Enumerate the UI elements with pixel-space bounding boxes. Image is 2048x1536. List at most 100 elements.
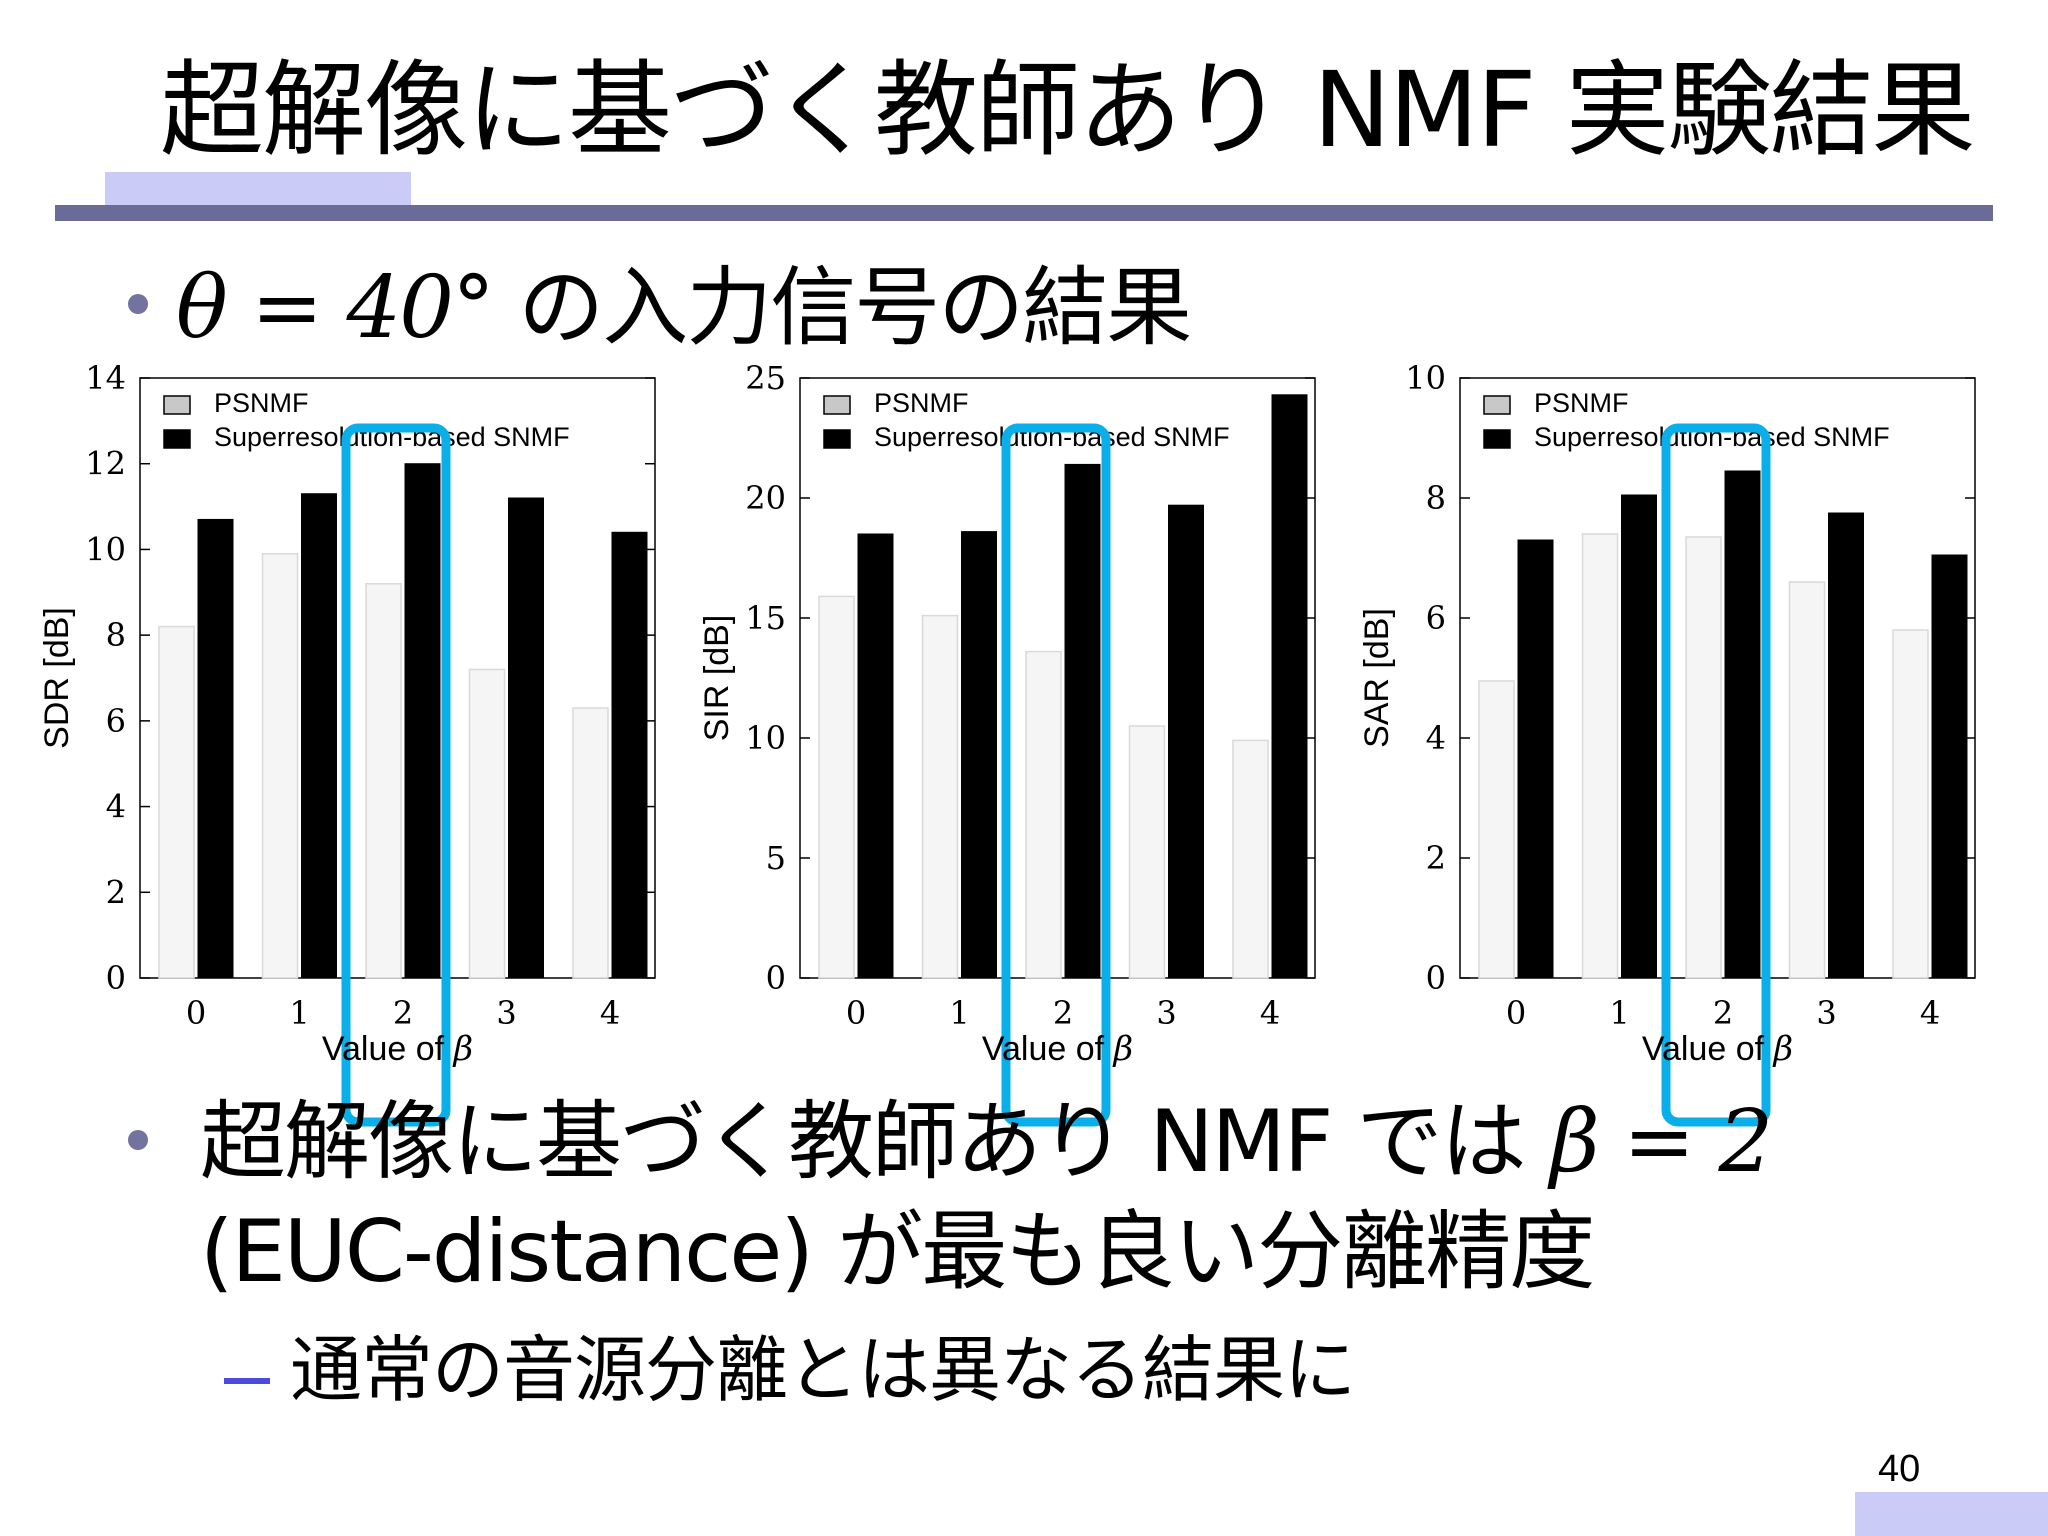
bar-psnmf (261, 552, 299, 979)
x-axis-label-text: Value of (322, 1030, 454, 1068)
legend-label-psnmf: PSNMF (1534, 388, 1629, 418)
x-axis-label-symbol: β (1112, 1029, 1134, 1069)
bar-snmf (1724, 470, 1761, 979)
x-axis-label: Value of β (1642, 1029, 1793, 1069)
bar-snmf (197, 518, 234, 979)
y-axis-label: SAR [dB] (1358, 608, 1396, 748)
bullet-1-math: θ = 40° (176, 258, 495, 358)
legend-label-psnmf: PSNMF (874, 388, 969, 418)
sub-bullet-dash (224, 1378, 270, 1384)
x-tick-label: 3 (1156, 994, 1176, 1032)
x-tick-label: 4 (1260, 994, 1280, 1032)
y-tick-label: 4 (106, 788, 126, 826)
highlight-box (341, 423, 451, 1127)
bar-psnmf (468, 668, 506, 979)
bar-psnmf (1232, 739, 1269, 979)
bullet-2-math: β = 2 (1550, 1092, 1773, 1192)
bar-snmf (404, 463, 441, 979)
bar-psnmf (1128, 725, 1166, 979)
y-tick-label: 20 (745, 479, 786, 517)
y-tick-label: 10 (85, 530, 126, 568)
x-tick-label: 1 (949, 994, 969, 1032)
x-axis-label: Value of β (982, 1029, 1133, 1069)
bar-snmf (1271, 394, 1308, 979)
bullet-2-text: 超解像に基づく教師あり NMF では (200, 1092, 1527, 1192)
bullet-dot-1 (128, 294, 148, 314)
sub-bullet-text: 通常の音源分離とは異なる結果に (290, 1328, 1356, 1412)
y-tick-label: 15 (745, 599, 786, 637)
bar-snmf (1931, 554, 1968, 979)
legend-label-psnmf: PSNMF (214, 388, 309, 418)
bar-snmf (1517, 539, 1554, 979)
bar-psnmf (572, 707, 609, 979)
x-tick-label: 1 (289, 994, 309, 1032)
x-axis-label: Value of β (322, 1029, 473, 1069)
x-tick-label: 3 (496, 994, 516, 1032)
bar-snmf (301, 493, 337, 979)
legend-swatch-psnmf (823, 395, 851, 415)
x-axis-label-text: Value of (1642, 1030, 1774, 1068)
y-tick-label: 25 (745, 359, 786, 397)
legend-swatch-snmf (1483, 429, 1511, 449)
bar-snmf (1168, 504, 1204, 979)
highlight-box (1661, 423, 1771, 1127)
x-tick-label: 4 (600, 994, 620, 1032)
bar-psnmf (921, 614, 959, 979)
y-axis-label: SDR [dB] (38, 607, 76, 749)
x-tick-label: 0 (186, 994, 206, 1032)
legend-swatch-psnmf (163, 395, 191, 415)
bar-psnmf (1788, 581, 1826, 979)
bar-snmf (961, 531, 997, 979)
bar-snmf (1828, 512, 1864, 979)
x-tick-label: 3 (1816, 994, 1836, 1032)
y-tick-label: 6 (1426, 599, 1446, 637)
y-tick-label: 6 (106, 702, 126, 740)
bar-psnmf (1478, 680, 1515, 979)
y-tick-label: 14 (85, 359, 126, 397)
bullet-2-line-1: 超解像に基づく教師あり NMF では β = 2 (200, 1090, 1773, 1194)
y-tick-label: 8 (1426, 479, 1446, 517)
bar-snmf (1064, 463, 1101, 979)
x-tick-label: 0 (1506, 994, 1526, 1032)
bar-snmf (1621, 494, 1657, 979)
legend-swatch-snmf (163, 429, 191, 449)
y-tick-label: 0 (1426, 959, 1446, 997)
bullet-dot-2 (128, 1130, 148, 1150)
x-tick-label: 1 (1609, 994, 1629, 1032)
bullet-1: θ = 40° の入力信号の結果 (176, 256, 1192, 360)
bar-psnmf (1581, 533, 1619, 979)
bar-psnmf (158, 625, 195, 979)
x-axis-label-symbol: β (452, 1029, 474, 1069)
x-axis-label-symbol: β (1772, 1029, 1794, 1069)
bar-psnmf (1685, 536, 1722, 979)
x-tick-label: 4 (1920, 994, 1940, 1032)
y-tick-label: 12 (85, 445, 126, 483)
y-tick-label: 2 (106, 873, 126, 911)
bar-psnmf (1025, 650, 1062, 979)
y-tick-label: 10 (745, 719, 786, 757)
y-tick-label: 10 (1405, 359, 1446, 397)
y-tick-label: 8 (106, 616, 126, 654)
title-accent-bar (105, 172, 411, 206)
x-tick-label: 2 (1053, 994, 1073, 1032)
title-rule (55, 205, 1993, 221)
y-tick-label: 2 (1426, 839, 1446, 877)
page-number: 40 (1878, 1448, 1921, 1490)
bar-psnmf (365, 582, 402, 979)
bar-snmf (611, 531, 648, 979)
bullet-2-line-2: (EUC-distance) が最も良い分離精度 (200, 1202, 1595, 1302)
y-tick-label: 0 (766, 959, 786, 997)
y-tick-label: 5 (766, 839, 786, 877)
highlight-box (1001, 423, 1111, 1127)
y-tick-label: 4 (1426, 719, 1446, 757)
x-tick-label: 0 (846, 994, 866, 1032)
x-tick-label: 2 (393, 994, 413, 1032)
bullet-1-text: の入力信号の結果 (492, 258, 1192, 358)
legend-swatch-snmf (823, 429, 851, 449)
legend-swatch-psnmf (1483, 395, 1511, 415)
y-axis-label: SIR [dB] (698, 615, 736, 742)
x-axis-label-text: Value of (982, 1030, 1114, 1068)
bar-snmf (857, 533, 894, 979)
